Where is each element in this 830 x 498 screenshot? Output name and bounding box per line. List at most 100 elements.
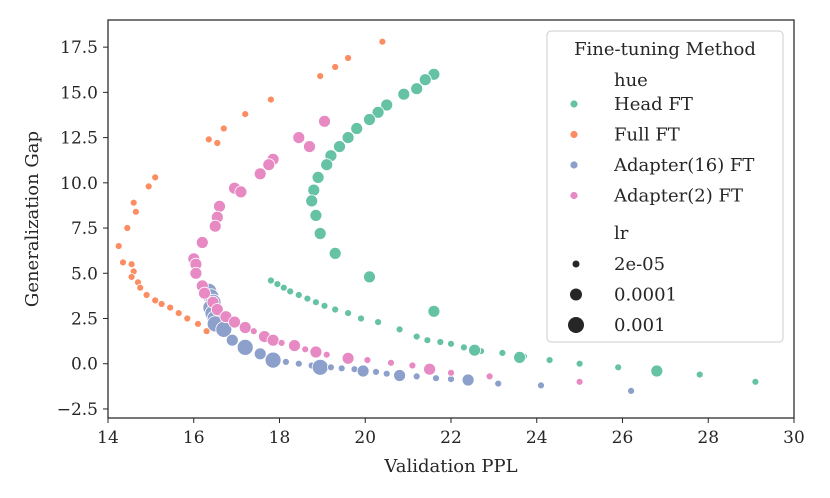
data-point (344, 309, 353, 318)
legend-marker (569, 191, 579, 200)
data-point (228, 315, 241, 329)
data-point (412, 372, 421, 381)
data-point (119, 258, 127, 267)
data-point (157, 300, 166, 308)
data-point (372, 367, 380, 376)
data-point (294, 359, 303, 368)
legend-size-label: 0.001 (614, 315, 666, 336)
y-tick-label: 2.5 (71, 310, 98, 330)
x-tick-label: 28 (697, 428, 719, 448)
x-axis-label: Validation PPL (383, 456, 517, 477)
data-point (210, 303, 224, 316)
data-point (292, 131, 306, 145)
data-point (575, 377, 584, 386)
data-point (311, 298, 320, 307)
data-point (333, 140, 346, 154)
x-tick-label: 24 (526, 428, 548, 448)
data-point (301, 345, 310, 354)
data-point (195, 236, 209, 249)
data-point (337, 364, 346, 373)
data-point (303, 140, 316, 154)
data-point (307, 183, 321, 197)
legend-label: Adapter(16) FT (613, 155, 754, 176)
data-point (266, 333, 280, 347)
data-point (408, 361, 417, 370)
data-point (311, 358, 329, 376)
data-point (650, 364, 664, 378)
x-axis-ticks: 14 16 18 20 22 24 26 28 30 (97, 418, 805, 448)
data-point (279, 283, 288, 292)
data-point (494, 379, 503, 388)
data-point (363, 113, 376, 126)
data-point (320, 301, 329, 310)
data-point (326, 363, 335, 372)
y-axis-ticks: −2.5 0.0 2.5 5.0 7.5 10.0 12.5 15.0 17.5 (57, 38, 108, 420)
data-point (447, 339, 455, 348)
data-point (447, 368, 455, 377)
data-point (213, 199, 226, 213)
data-point (498, 348, 507, 357)
data-point (114, 242, 123, 251)
data-point (142, 291, 151, 299)
data-point (357, 314, 365, 323)
data-point (264, 351, 282, 369)
data-point (123, 224, 132, 232)
data-point (316, 72, 325, 80)
data-point (751, 377, 760, 386)
y-tick-label: 10.0 (60, 174, 98, 194)
legend-size-label: 2e-05 (614, 254, 665, 275)
data-point (144, 182, 153, 191)
data-point (468, 343, 482, 357)
data-point (537, 381, 545, 390)
data-point (363, 270, 376, 284)
legend-label: Adapter(2) FT (613, 186, 743, 207)
data-point (311, 170, 325, 184)
data-point (363, 356, 372, 365)
legend-size-header: lr (614, 223, 629, 244)
data-point (322, 350, 331, 359)
data-point (459, 343, 468, 352)
legend-size-label: 0.0001 (614, 285, 677, 306)
data-point (136, 283, 145, 292)
y-tick-label: −2.5 (57, 400, 98, 420)
data-point (341, 351, 355, 365)
data-point (371, 105, 385, 119)
data-point (410, 82, 424, 96)
data-point (344, 54, 353, 62)
x-tick-label: 26 (612, 428, 634, 448)
data-point (189, 266, 203, 280)
data-point (219, 124, 228, 133)
data-point (194, 319, 202, 328)
legend-label: Head FT (614, 94, 693, 115)
series-head-ft (266, 67, 760, 386)
data-point (204, 135, 213, 144)
series-full-ft (114, 37, 387, 336)
data-point (277, 338, 286, 347)
data-point (305, 194, 319, 208)
data-point (313, 227, 327, 240)
data-point (151, 173, 160, 182)
data-point (427, 304, 441, 318)
y-axis-label: Generalization Gap (22, 131, 43, 307)
data-point (273, 280, 282, 289)
data-point (294, 291, 303, 299)
data-point (331, 63, 340, 71)
data-point (395, 325, 404, 334)
data-point (174, 309, 183, 318)
data-points (114, 37, 760, 395)
data-point (303, 294, 312, 303)
legend-marker (569, 130, 579, 139)
x-tick-label: 14 (97, 428, 119, 448)
data-point (253, 347, 267, 361)
data-point (575, 359, 584, 368)
y-tick-label: 17.5 (60, 38, 98, 58)
data-point (423, 362, 437, 376)
data-point (127, 260, 136, 269)
data-point (412, 332, 421, 341)
y-tick-label: 15.0 (60, 83, 98, 103)
data-point (436, 338, 445, 346)
data-point (695, 370, 704, 379)
series-adapter-2-ft (187, 114, 584, 386)
legend-size-marker (572, 260, 580, 268)
